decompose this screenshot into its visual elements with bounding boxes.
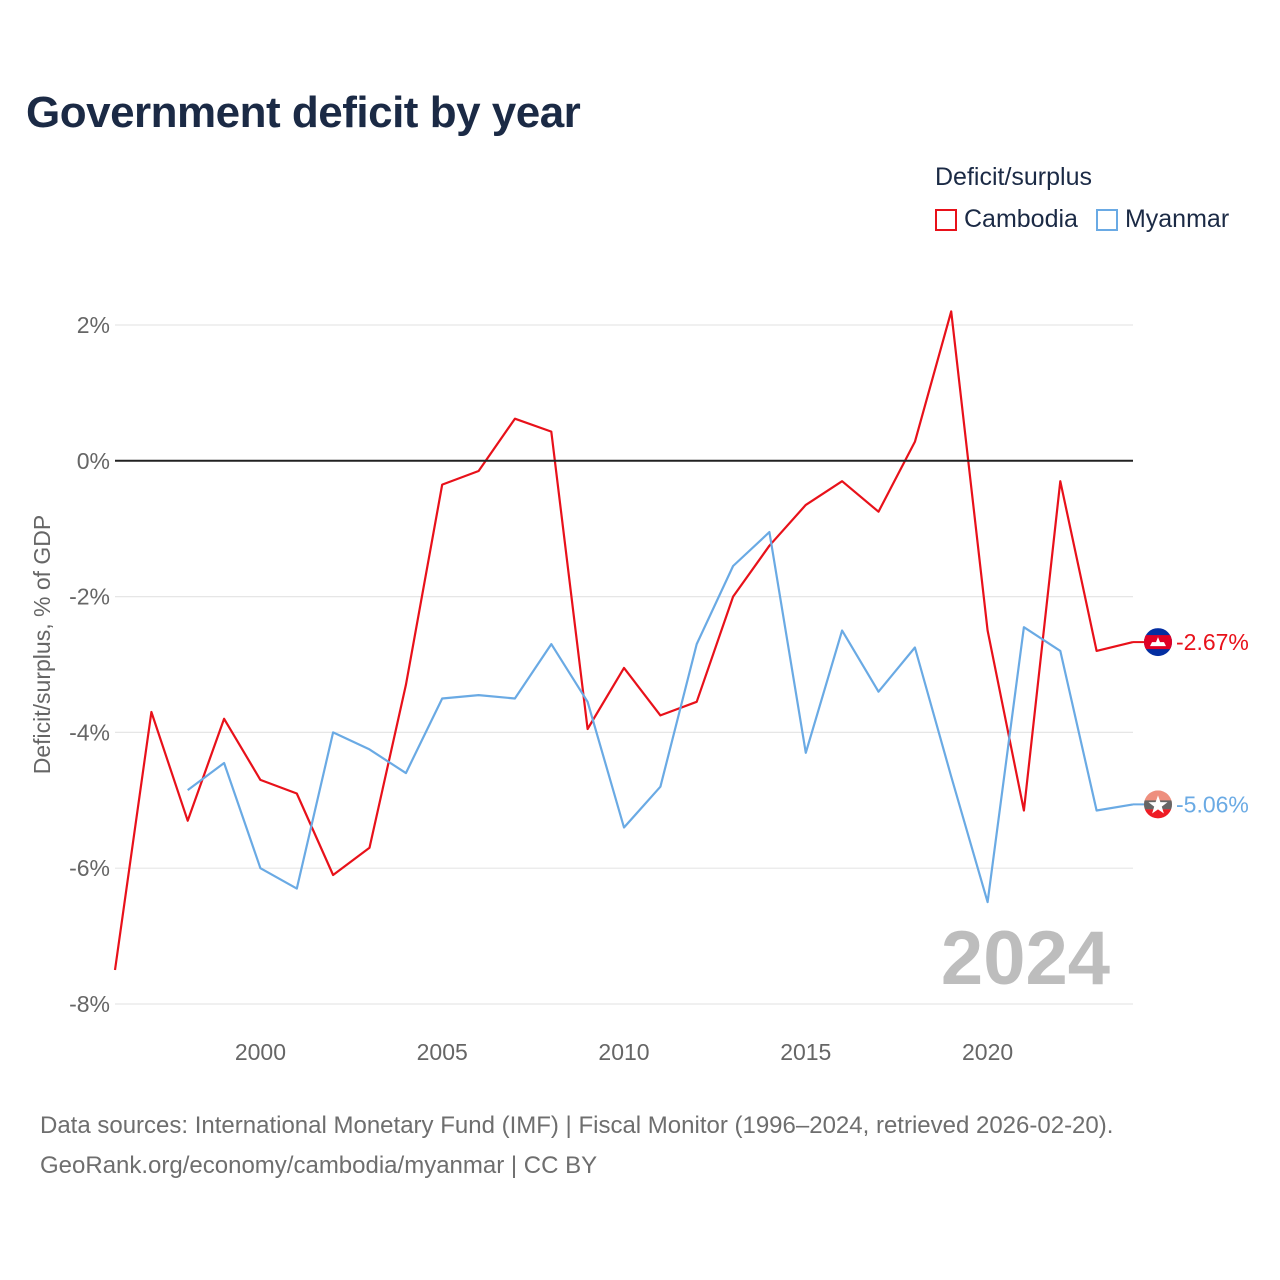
myanmar-flag-icon — [1144, 790, 1172, 819]
y-tick-label: -4% — [69, 719, 110, 745]
y-tick-label: -6% — [69, 855, 110, 881]
page-title: Government deficit by year — [26, 88, 581, 137]
legend-label-cambodia: Cambodia — [964, 205, 1078, 233]
legend-title: Deficit/surplus — [935, 163, 1092, 191]
year-label: 2024 — [941, 916, 1110, 1001]
y-axis-title: Deficit/surplus, % of GDP — [29, 515, 55, 774]
end-value-label-cambodia: -2.67% — [1176, 629, 1249, 655]
y-tick-label: -2% — [69, 584, 110, 610]
x-tick-label: 2020 — [962, 1039, 1013, 1065]
x-tick-label: 2015 — [780, 1039, 831, 1065]
cambodia-flag-icon — [1144, 628, 1172, 657]
y-tick-label: 0% — [77, 448, 110, 474]
legend-swatch-myanmar — [1095, 208, 1118, 231]
x-tick-label: 2000 — [235, 1039, 286, 1065]
x-tick-label: 2010 — [598, 1039, 649, 1065]
legend-item-cambodia[interactable]: Cambodia — [935, 205, 1078, 234]
legend: Cambodia Myanmar — [935, 205, 1247, 234]
y-tick-label: 2% — [77, 312, 110, 338]
legend-label-myanmar: Myanmar — [1124, 205, 1230, 233]
source-line-1[interactable]: Data sources: International Monetary Fun… — [40, 1112, 1114, 1139]
source-line-2[interactable]: GeoRank.org/economy/cambodia/myanmar | C… — [40, 1152, 598, 1179]
line-chart: 2% 0% -2% -4% -6% -8% 2000 2005 2010 2015 2020 Defi… — [29, 310, 1249, 1065]
series-line-cambodia — [113, 310, 1134, 971]
end-value-label-myanmar: -5.06% — [1176, 791, 1249, 817]
legend-item-myanmar[interactable]: Myanmar — [1095, 205, 1230, 234]
y-tick-label: -8% — [69, 991, 110, 1017]
x-tick-label: 2005 — [417, 1039, 468, 1065]
legend-swatch-cambodia — [935, 208, 957, 231]
series-line-myanmar — [187, 530, 1134, 904]
data-source-note: Data sources: International Monetary Fun… — [40, 1106, 1113, 1186]
